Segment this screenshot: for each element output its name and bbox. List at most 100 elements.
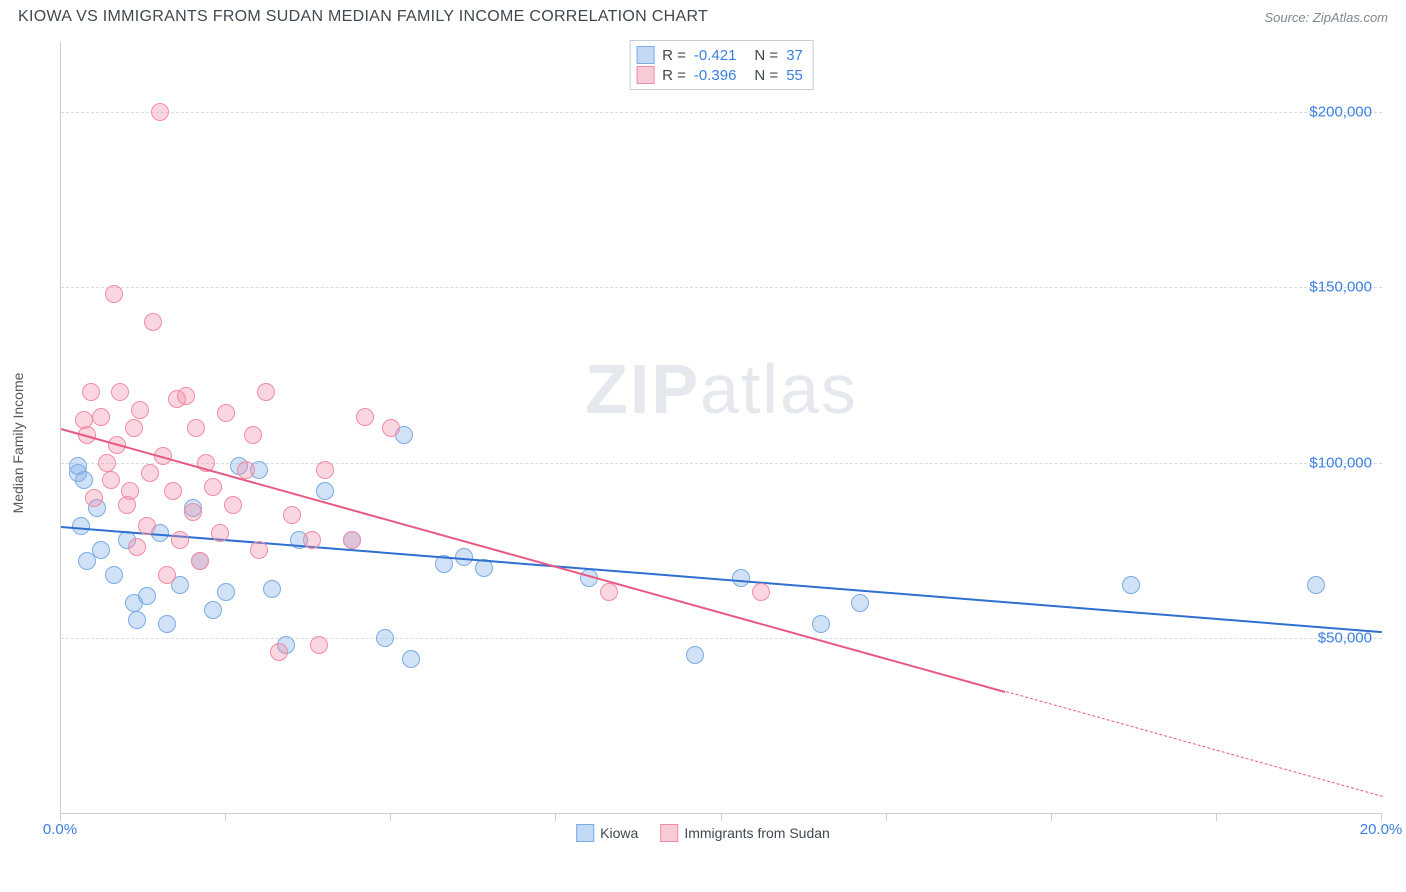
x-tick-mark <box>390 814 391 821</box>
scatter-point <box>92 408 110 426</box>
plot-region: ZIPatlas R = -0.421 N = 37 R = -0.396 N = 5… <box>60 42 1382 814</box>
legend-r-value: -0.421 <box>694 47 737 64</box>
scatter-point <box>263 580 281 598</box>
scatter-point <box>121 482 139 500</box>
chart-header: KIOWA VS IMMIGRANTS FROM SUDAN MEDIAN FA… <box>0 0 1406 30</box>
scatter-point <box>283 506 301 524</box>
scatter-point <box>686 646 704 664</box>
gridline-h <box>61 287 1382 288</box>
legend-item: Immigrants from Sudan <box>660 824 830 842</box>
scatter-point <box>191 552 209 570</box>
scatter-point <box>343 531 361 549</box>
legend-n-value: 37 <box>786 47 803 64</box>
scatter-point <box>237 461 255 479</box>
scatter-point <box>250 541 268 559</box>
x-tick-mark <box>1051 814 1052 821</box>
scatter-point <box>382 419 400 437</box>
y-tick-label: $150,000 <box>1309 279 1372 296</box>
legend-swatch <box>576 824 594 842</box>
scatter-point <box>138 587 156 605</box>
scatter-point <box>224 496 242 514</box>
scatter-point <box>752 583 770 601</box>
watermark-light: atlas <box>700 350 858 428</box>
scatter-point <box>164 482 182 500</box>
scatter-point <box>1122 576 1140 594</box>
legend-n-label: N = <box>754 67 778 84</box>
scatter-point <box>402 650 420 668</box>
legend-item: Kiowa <box>576 824 638 842</box>
scatter-point <box>105 566 123 584</box>
scatter-point <box>217 583 235 601</box>
scatter-point <box>158 615 176 633</box>
x-tick-mark <box>1216 814 1217 821</box>
chart-title: KIOWA VS IMMIGRANTS FROM SUDAN MEDIAN FA… <box>18 8 708 26</box>
chart-area: Median Family Income ZIPatlas R = -0.421… <box>18 42 1388 844</box>
scatter-point <box>211 524 229 542</box>
scatter-point <box>316 461 334 479</box>
legend-r-label: R = <box>662 47 686 64</box>
legend-n-label: N = <box>754 47 778 64</box>
watermark-bold: ZIP <box>585 350 700 428</box>
legend-swatch <box>636 46 654 64</box>
scatter-point <box>204 478 222 496</box>
scatter-point <box>138 517 156 535</box>
legend-label: Kiowa <box>600 825 638 841</box>
scatter-point <box>128 611 146 629</box>
gridline-h <box>61 112 1382 113</box>
scatter-point <box>75 471 93 489</box>
scatter-point <box>72 517 90 535</box>
gridline-h <box>61 638 1382 639</box>
x-tick-mark <box>555 814 556 821</box>
legend-n-value: 55 <box>786 67 803 84</box>
scatter-point <box>244 426 262 444</box>
legend-r-value: -0.396 <box>694 67 737 84</box>
y-axis-label: Median Family Income <box>10 373 26 514</box>
scatter-point <box>177 387 195 405</box>
scatter-point <box>102 471 120 489</box>
regression-line <box>1005 691 1382 797</box>
scatter-point <box>217 404 235 422</box>
scatter-point <box>144 313 162 331</box>
scatter-point <box>98 454 116 472</box>
scatter-point <box>85 489 103 507</box>
watermark: ZIPatlas <box>585 349 858 429</box>
scatter-point <box>356 408 374 426</box>
legend-label: Immigrants from Sudan <box>684 825 830 841</box>
y-tick-label: $200,000 <box>1309 104 1372 121</box>
x-tick-mark <box>886 814 887 821</box>
scatter-point <box>158 566 176 584</box>
scatter-point <box>257 383 275 401</box>
scatter-point <box>171 531 189 549</box>
x-tick-mark <box>721 814 722 821</box>
scatter-point <box>187 419 205 437</box>
scatter-point <box>204 601 222 619</box>
correlation-legend: R = -0.421 N = 37 R = -0.396 N = 55 <box>629 40 814 90</box>
scatter-point <box>310 636 328 654</box>
legend-row: R = -0.421 N = 37 <box>636 45 803 65</box>
x-tick-mark <box>1381 814 1382 821</box>
scatter-point <box>732 569 750 587</box>
scatter-point <box>303 531 321 549</box>
legend-r-label: R = <box>662 67 686 84</box>
chart-source: Source: ZipAtlas.com <box>1264 10 1388 25</box>
scatter-point <box>92 541 110 559</box>
scatter-point <box>184 503 202 521</box>
scatter-point <box>376 629 394 647</box>
legend-row: R = -0.396 N = 55 <box>636 65 803 85</box>
scatter-point <box>128 538 146 556</box>
x-tick-label: 20.0% <box>1360 821 1403 838</box>
scatter-point <box>141 464 159 482</box>
x-tick-mark <box>225 814 226 821</box>
scatter-point <box>111 383 129 401</box>
scatter-point <box>1307 576 1325 594</box>
x-tick-mark <box>60 814 61 821</box>
scatter-point <box>131 401 149 419</box>
scatter-point <box>600 583 618 601</box>
scatter-point <box>316 482 334 500</box>
scatter-point <box>82 383 100 401</box>
scatter-point <box>851 594 869 612</box>
y-tick-label: $100,000 <box>1309 454 1372 471</box>
scatter-point <box>812 615 830 633</box>
series-legend: Kiowa Immigrants from Sudan <box>576 824 830 842</box>
scatter-point <box>125 419 143 437</box>
